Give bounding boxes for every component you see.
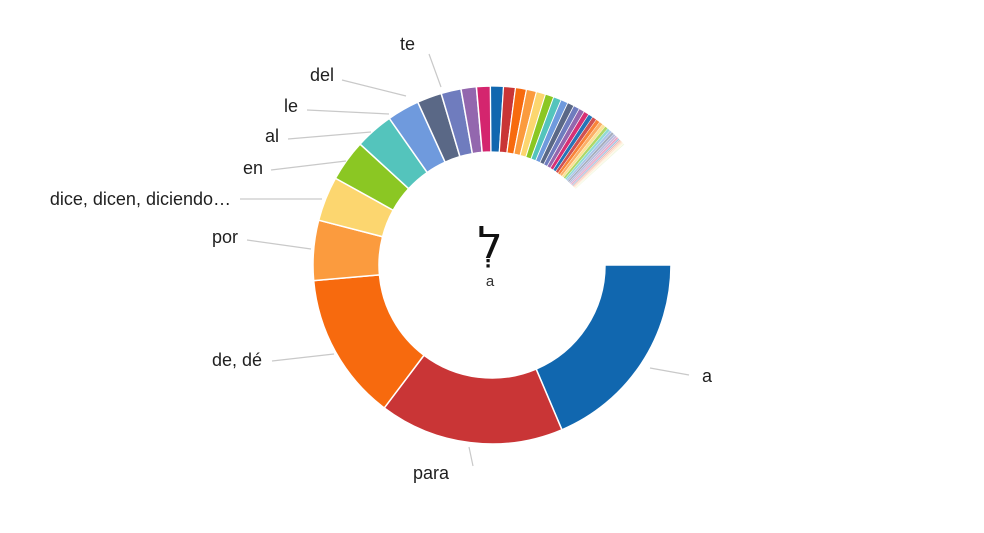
segment-label-8: del [310,65,334,85]
segment-label-5: en [243,158,263,178]
segment-label-1: para [413,463,450,483]
segment-label-9: te [400,34,415,54]
leader-line [428,53,442,88]
leader-line [271,353,335,362]
leader-line [246,239,312,250]
segment-label-4: dice, dicen, diciendo… [50,189,231,209]
leader-line [649,367,690,376]
segment-a[interactable] [535,264,672,431]
leader-line [287,131,372,140]
tail-sliver-29[interactable] [574,143,625,190]
tail-sliver-23[interactable] [570,136,619,186]
segment-label-3: por [212,227,238,247]
tail-sliver-28[interactable] [574,142,624,189]
tail-sliver-22[interactable] [569,135,618,185]
segment-label-2: de, dé [212,350,262,370]
tail-sliver-27[interactable] [573,141,623,189]
segment-label-7: le [284,96,298,116]
segment-label-0: a [702,366,713,386]
segment-label-6: al [265,126,279,146]
leader-line [306,109,390,115]
tail-sliver-25[interactable] [572,139,621,187]
center-hebrew-word: לְ [477,218,503,269]
tail-sliver-24[interactable] [571,138,620,186]
tail-sliver-26[interactable] [573,140,622,188]
tail-sliver-21[interactable] [568,133,616,184]
leader-line [468,446,474,467]
leader-line [270,160,347,171]
leader-line [341,79,407,97]
center-gloss: a [485,273,495,290]
